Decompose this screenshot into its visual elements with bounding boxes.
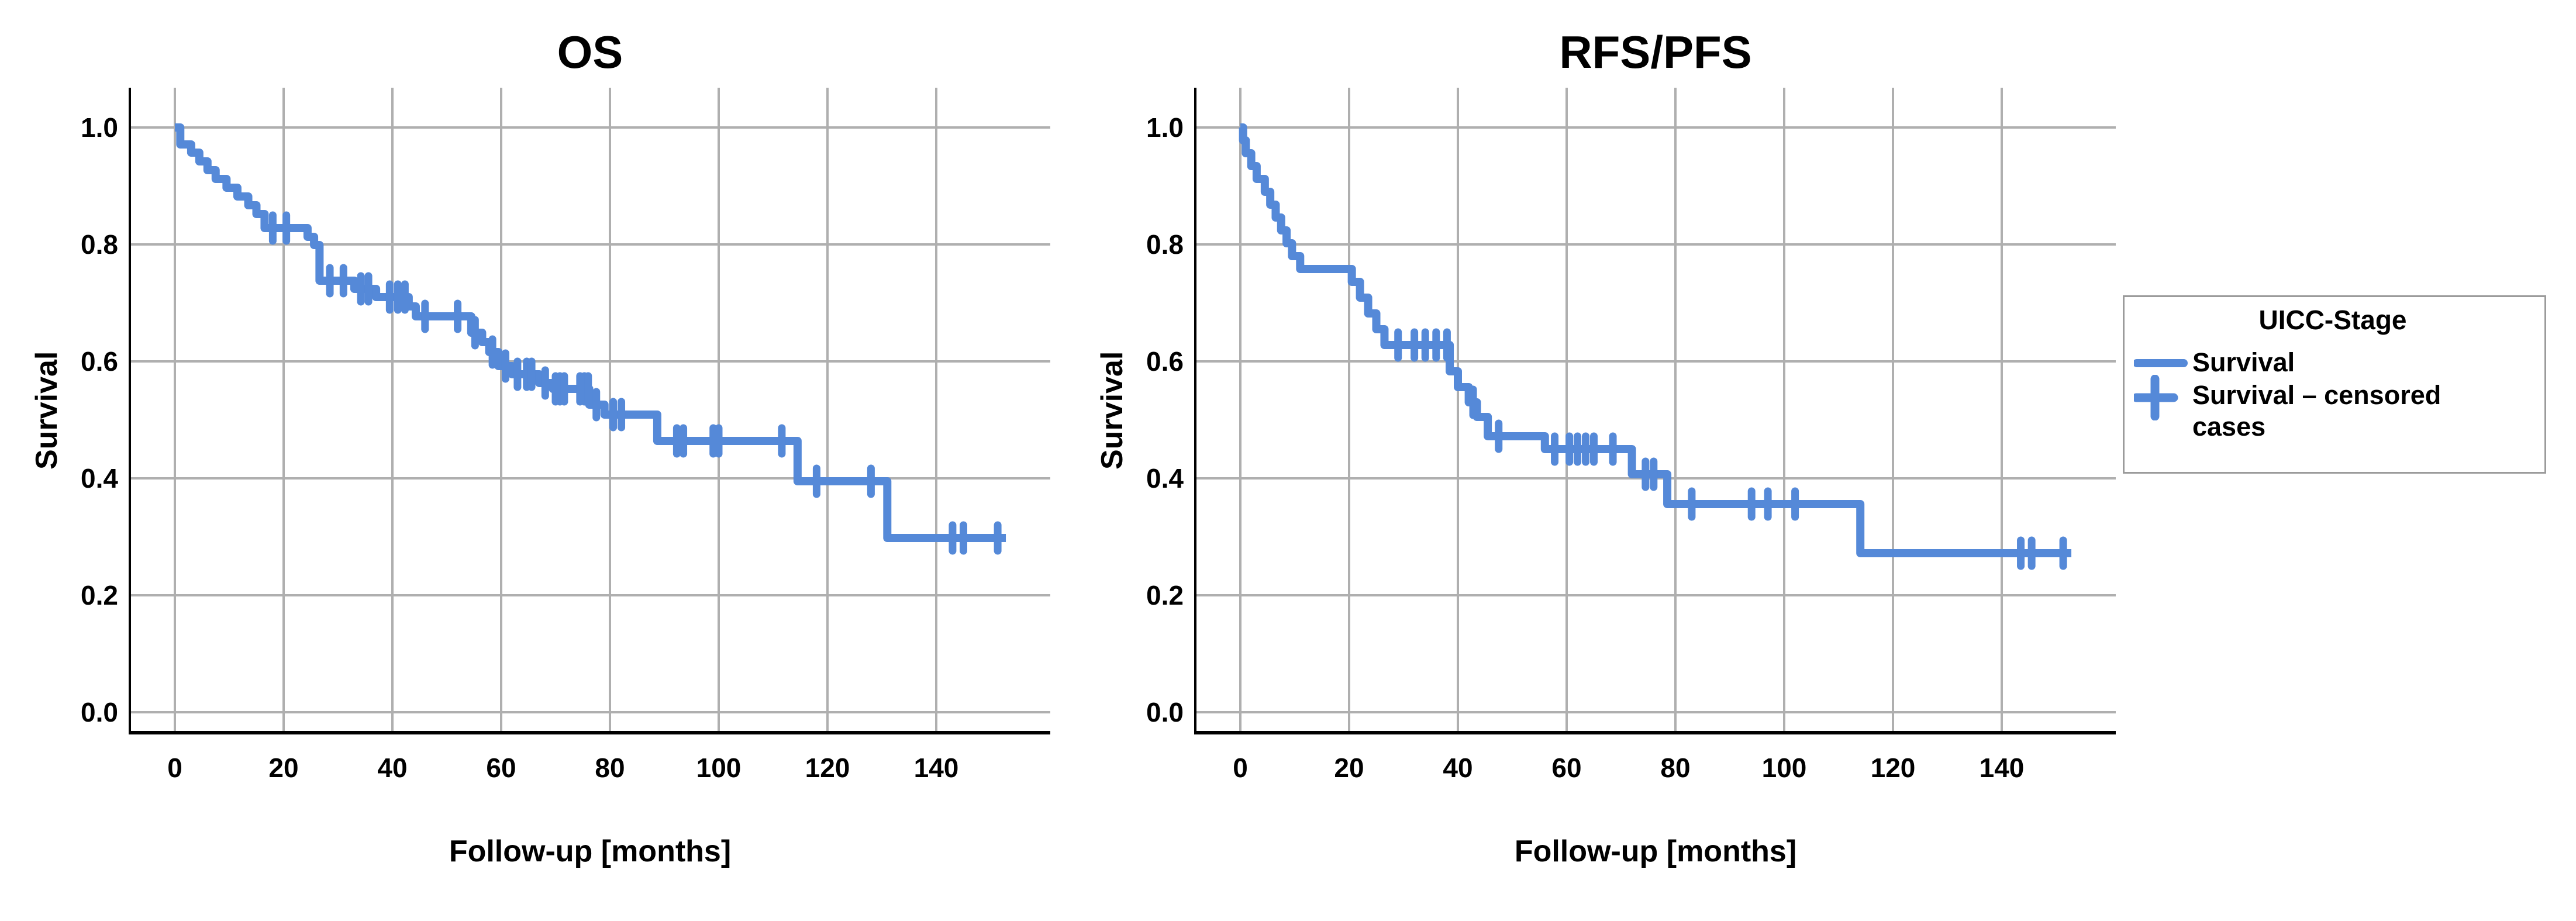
- svg-text:100: 100: [696, 753, 742, 783]
- svg-text:0.4: 0.4: [1146, 463, 1184, 494]
- axes: [129, 88, 1050, 734]
- svg-text:140: 140: [1980, 753, 2025, 783]
- os-plot-area: 0 20 40 60 80 100 120 140 0.0 0.2 0.4 0.6 0.8 1.0: [81, 88, 1050, 783]
- svg-text:40: 40: [377, 753, 407, 783]
- tick-labels: 0 20 40 60 80 100 120 140 0.0 0.2 0.4 0.6 0.8 1.0: [1146, 112, 2024, 783]
- survival-curve: [175, 123, 1006, 542]
- svg-text:0.4: 0.4: [81, 463, 118, 494]
- axes: [1194, 88, 2116, 734]
- legend-item-survival: Survival: [2134, 347, 2532, 380]
- svg-text:1.0: 1.0: [81, 112, 118, 143]
- svg-text:80: 80: [1660, 753, 1690, 783]
- os-panel: OS Survival 0 20 40 60 80 100 120 140 0.0 0.2 0.4 0…: [0, 0, 1082, 921]
- svg-text:0.0: 0.0: [1146, 697, 1184, 727]
- os-panel-title: OS: [557, 26, 623, 78]
- gridlines: [130, 88, 1050, 733]
- svg-text:140: 140: [914, 753, 959, 783]
- rfs-pfs-x-axis-title: Follow-up [months]: [1514, 834, 1797, 868]
- rfs-pfs-panel-title: RFS/PFS: [1559, 26, 1752, 78]
- tick-labels: 0 20 40 60 80 100 120 140 0.0 0.2 0.4 0.6 0.8 1.0: [81, 112, 958, 783]
- gridlines: [1195, 88, 2116, 733]
- rfs-pfs-panel: RFS/PFS Survival 0 20 40 60 80 100 120 140 0.0 0.…: [1065, 0, 2147, 921]
- svg-text:0.6: 0.6: [1146, 346, 1184, 377]
- svg-text:120: 120: [805, 753, 850, 783]
- svg-text:0.2: 0.2: [1146, 580, 1184, 610]
- survival-curve: [1239, 123, 2072, 557]
- svg-text:60: 60: [1551, 753, 1581, 783]
- legend-title: UICC-Stage: [2258, 305, 2407, 335]
- line-marker-icon: [2134, 347, 2192, 380]
- censor-ticks: [1394, 328, 2067, 570]
- svg-text:0.8: 0.8: [81, 229, 118, 260]
- svg-text:100: 100: [1762, 753, 1807, 783]
- svg-text:40: 40: [1443, 753, 1473, 783]
- plus-marker-icon: [2134, 374, 2192, 420]
- svg-text:60: 60: [486, 753, 516, 783]
- legend-item-censored-label: Survival – censored cases: [2192, 380, 2441, 442]
- svg-text:20: 20: [1334, 753, 1364, 783]
- svg-text:0: 0: [1233, 753, 1248, 783]
- svg-text:0.6: 0.6: [81, 346, 118, 377]
- legend-item-censored: Survival – censored cases: [2134, 374, 2532, 444]
- legend-box: UICC-Stage Survival Survival – censored …: [2123, 295, 2546, 474]
- censor-ticks: [268, 211, 1002, 555]
- svg-text:120: 120: [1871, 753, 1916, 783]
- svg-text:1.0: 1.0: [1146, 112, 1184, 143]
- legend-item-survival-label: Survival: [2192, 347, 2295, 377]
- svg-text:0: 0: [167, 753, 182, 783]
- svg-text:0.8: 0.8: [1146, 229, 1184, 260]
- svg-text:0.2: 0.2: [81, 580, 118, 610]
- svg-text:20: 20: [268, 753, 298, 783]
- rfs-pfs-plot-area: 0 20 40 60 80 100 120 140 0.0 0.2 0.4 0.6 0.8 1.0: [1146, 88, 2116, 783]
- os-x-axis-title: Follow-up [months]: [449, 834, 732, 868]
- svg-text:80: 80: [595, 753, 625, 783]
- svg-text:0.0: 0.0: [81, 697, 118, 727]
